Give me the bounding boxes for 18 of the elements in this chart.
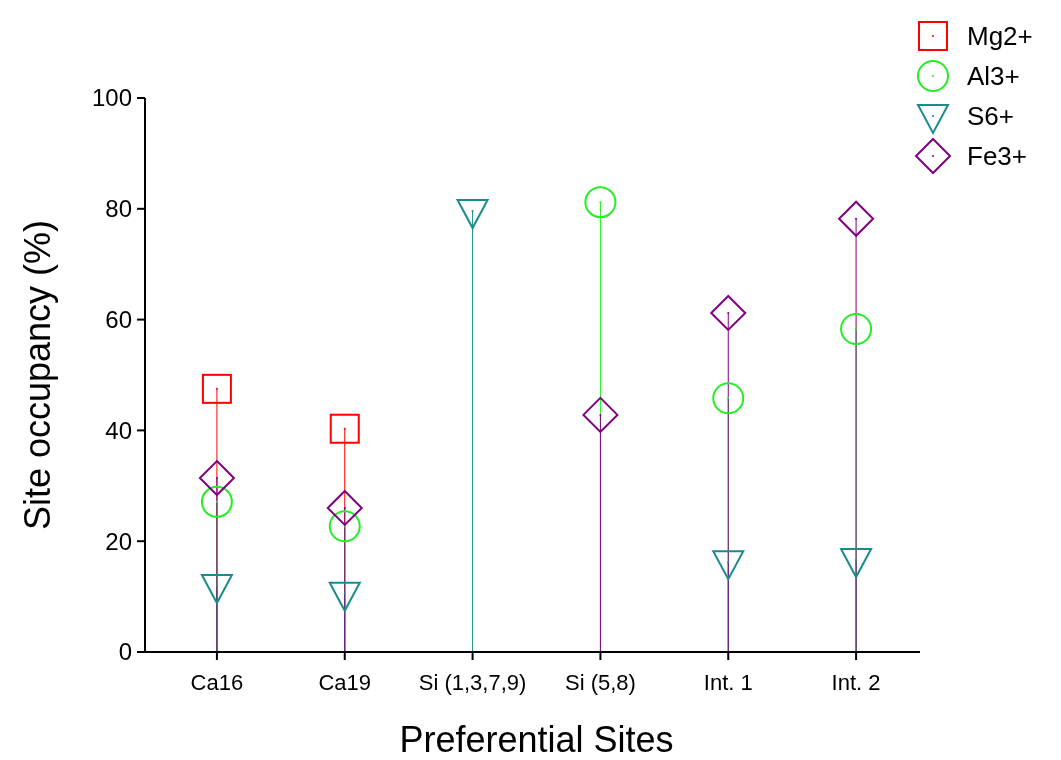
x-tick-label: Si (5,8) (564, 670, 636, 695)
y-tick-label: 20 (105, 527, 132, 555)
x-axis-title: Preferential Sites (399, 719, 674, 760)
y-axis-title: Site occupancy (%) (17, 219, 58, 531)
y-tick-label: 80 (105, 195, 132, 223)
legend-label: Al3+ (967, 61, 1020, 92)
y-tick-label: 100 (91, 84, 132, 112)
x-tick-label: Si (1,3,7,9) (418, 670, 527, 695)
y-tick-label: 60 (105, 306, 132, 333)
y-tick-label: 40 (105, 416, 132, 444)
x-tick-label: Int. 1 (703, 670, 753, 695)
legend-label: S6+ (967, 101, 1014, 132)
x-tick-label: Ca16 (190, 670, 244, 695)
x-tick-label: Ca19 (318, 670, 372, 695)
y-tick-label: 0 (118, 638, 132, 666)
legend-label: Mg2+ (967, 21, 1033, 52)
x-tick-label: Int. 2 (831, 670, 881, 695)
legend-label: Fe3+ (967, 141, 1027, 172)
